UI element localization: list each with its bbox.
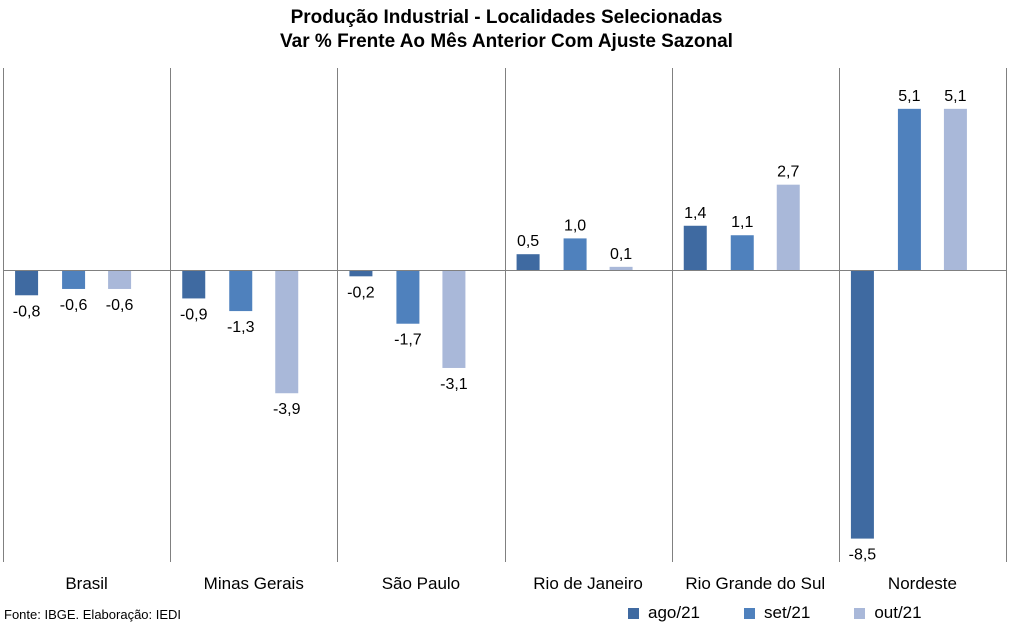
bar-rio-grande-do-sul-set-21 <box>730 235 754 270</box>
bar-rio-grande-do-sul-out-21 <box>776 184 800 270</box>
legend-label-out21: out/21 <box>874 603 922 622</box>
category-label-brasil: Brasil <box>65 574 108 593</box>
data-label-rio-grande-do-sul-out-21: 2,7 <box>777 164 799 181</box>
category-label-minas-gerais: Minas Gerais <box>204 574 304 593</box>
category-label-rio-de-janeiro: Rio de Janeiro <box>533 574 643 593</box>
legend-item-set21: set/21 <box>744 603 810 623</box>
bar-sao-paulo-set-21 <box>396 270 420 324</box>
data-label-rio-de-janeiro-set-21: 1,0 <box>564 217 586 234</box>
bar-rio-de-janeiro-out-21 <box>609 266 633 270</box>
data-label-nordeste-set-21: 5,1 <box>898 88 920 105</box>
legend-swatch-set21 <box>744 607 755 619</box>
data-label-sao-paulo-out-21: -3,1 <box>440 376 468 393</box>
legend: ago/21 set/21 out/21 <box>628 602 922 624</box>
data-label-rio-de-janeiro-ago-21: 0,5 <box>517 233 539 250</box>
bar-rio-grande-do-sul-ago-21 <box>683 225 707 270</box>
chart-title-line-1: Produção Industrial - Localidades Seleci… <box>290 7 723 28</box>
legend-swatch-ago21 <box>628 607 639 619</box>
data-label-sao-paulo-set-21: -1,7 <box>394 332 422 349</box>
legend-swatch-out21 <box>854 607 866 619</box>
legend-item-out21: out/21 <box>854 603 922 623</box>
bar-brasil-set-21 <box>62 270 86 289</box>
data-label-rio-grande-do-sul-set-21: 1,1 <box>731 214 753 231</box>
bar-sao-paulo-ago-21 <box>349 270 373 277</box>
data-label-minas-gerais-out-21: -3,9 <box>273 401 301 418</box>
bar-brasil-out-21 <box>108 270 132 289</box>
bar-minas-gerais-ago-21 <box>182 270 206 299</box>
source-note: Fonte: IBGE. Elaboração: IEDI <box>4 607 182 622</box>
legend-item-ago21: ago/21 <box>628 603 700 623</box>
bar-minas-gerais-set-21 <box>229 270 253 312</box>
data-label-brasil-ago-21: -0,8 <box>13 303 41 320</box>
category-label-rio-grande-do-sul: Rio Grande do Sul <box>685 574 825 593</box>
data-label-brasil-out-21: -0,6 <box>106 297 134 314</box>
chart-title: Produção Industrial - Localidades Seleci… <box>0 6 1013 54</box>
data-label-minas-gerais-set-21: -1,3 <box>227 319 255 336</box>
data-label-sao-paulo-ago-21: -0,2 <box>347 284 375 301</box>
bar-rio-de-janeiro-ago-21 <box>516 254 540 270</box>
data-label-nordeste-ago-21: -8,5 <box>849 547 877 564</box>
bar-brasil-ago-21 <box>15 270 39 296</box>
data-label-nordeste-out-21: 5,1 <box>944 88 966 105</box>
data-label-rio-grande-do-sul-ago-21: 1,4 <box>684 205 706 222</box>
bar-nordeste-out-21 <box>943 108 967 270</box>
legend-label-ago21: ago/21 <box>648 603 700 622</box>
data-label-brasil-set-21: -0,6 <box>60 297 88 314</box>
bar-rio-de-janeiro-set-21 <box>563 238 587 270</box>
category-label-nordeste: Nordeste <box>888 574 957 593</box>
bar-minas-gerais-out-21 <box>275 270 299 394</box>
chart-title-line-2: Var % Frente Ao Mês Anterior Com Ajuste … <box>280 31 733 52</box>
bar-nordeste-set-21 <box>897 108 921 270</box>
category-label-sao-paulo: São Paulo <box>382 574 460 593</box>
legend-label-set21: set/21 <box>764 603 811 622</box>
data-label-minas-gerais-ago-21: -0,9 <box>180 306 208 323</box>
bar-nordeste-ago-21 <box>850 270 874 539</box>
data-label-rio-de-janeiro-out-21: 0,1 <box>610 246 632 263</box>
bar-sao-paulo-out-21 <box>442 270 466 368</box>
